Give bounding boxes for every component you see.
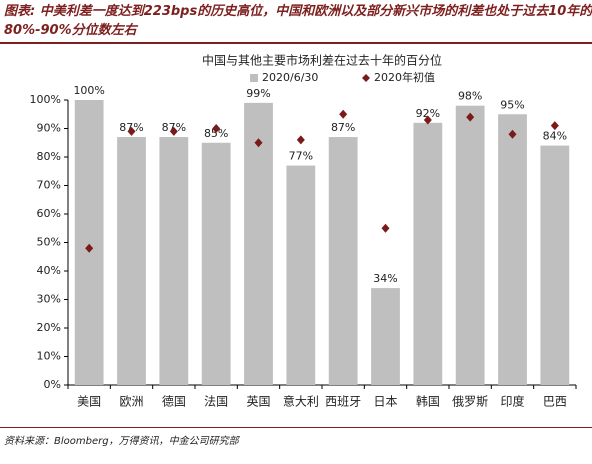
legend-label: 2020/6/30 <box>262 71 318 84</box>
y-tick-label: 50% <box>37 236 61 249</box>
bar <box>413 122 443 386</box>
bar <box>455 105 485 385</box>
x-tick-label: 日本 <box>373 395 397 409</box>
y-tick-label: 60% <box>37 207 61 220</box>
x-tick-label: 意大利 <box>283 394 319 409</box>
marker <box>85 243 94 253</box>
y-tick-label: 0% <box>44 378 61 391</box>
x-tick-label: 德国 <box>162 394 186 409</box>
marker <box>254 138 263 148</box>
bar <box>286 165 316 385</box>
value-label: 77% <box>289 150 313 163</box>
value-label: 99% <box>246 87 270 100</box>
marker <box>339 109 348 119</box>
value-label: 87% <box>331 121 355 134</box>
bar <box>159 137 189 385</box>
caption-rule <box>0 42 592 44</box>
bar <box>540 145 570 385</box>
x-tick-label: 韩国 <box>416 394 440 409</box>
x-tick-label: 巴西 <box>543 395 567 409</box>
x-tick-label: 法国 <box>204 395 228 409</box>
value-label: 34% <box>373 272 397 285</box>
value-label: 100% <box>73 84 104 97</box>
y-tick-label: 30% <box>37 293 61 306</box>
marker <box>296 135 305 145</box>
source-rule <box>0 427 592 428</box>
x-tick-label: 俄罗斯 <box>452 395 488 409</box>
legend-swatch <box>250 74 258 82</box>
bar <box>244 102 273 385</box>
value-label: 95% <box>500 98 524 111</box>
y-tick-label: 10% <box>37 350 61 363</box>
marker <box>169 126 178 136</box>
marker <box>550 121 559 131</box>
marker <box>127 126 136 136</box>
value-label: 84% <box>543 130 567 143</box>
bar <box>498 114 527 385</box>
bar <box>328 137 358 385</box>
value-label: 98% <box>458 90 482 103</box>
x-tick-label: 欧洲 <box>119 395 143 409</box>
y-tick-label: 20% <box>37 321 61 334</box>
x-tick-label: 印度 <box>500 394 524 409</box>
value-label: 92% <box>416 107 440 120</box>
x-tick-label: 西班牙 <box>325 395 361 409</box>
x-tick-label: 英国 <box>246 395 270 409</box>
y-tick-label: 70% <box>37 179 61 192</box>
marker <box>466 112 475 122</box>
y-tick-label: 80% <box>37 150 61 163</box>
marker <box>212 124 221 133</box>
bar <box>371 288 400 385</box>
y-tick-label: 90% <box>37 122 61 135</box>
source: 资料来源：Bloomberg，万得资讯，中金公司研究部 <box>4 436 239 447</box>
marker <box>508 129 517 139</box>
legend-label: 2020年初值 <box>374 70 435 84</box>
caption: 图表: 中美利差一度达到223bps的历史高位，中国和欧洲以及部分新兴市场的利差… <box>4 4 592 38</box>
legend-swatch <box>362 74 370 82</box>
bar <box>201 142 231 385</box>
marker <box>423 115 432 125</box>
chart-title: 中国与其他主要市场利差在过去十年的百分位 <box>202 53 442 68</box>
value-label: 85% <box>204 127 228 140</box>
x-tick-label: 美国 <box>77 395 101 409</box>
bar <box>74 100 104 385</box>
marker <box>381 223 390 233</box>
y-tick-label: 100% <box>30 93 61 106</box>
bar <box>117 137 146 385</box>
y-tick-label: 40% <box>37 264 61 277</box>
